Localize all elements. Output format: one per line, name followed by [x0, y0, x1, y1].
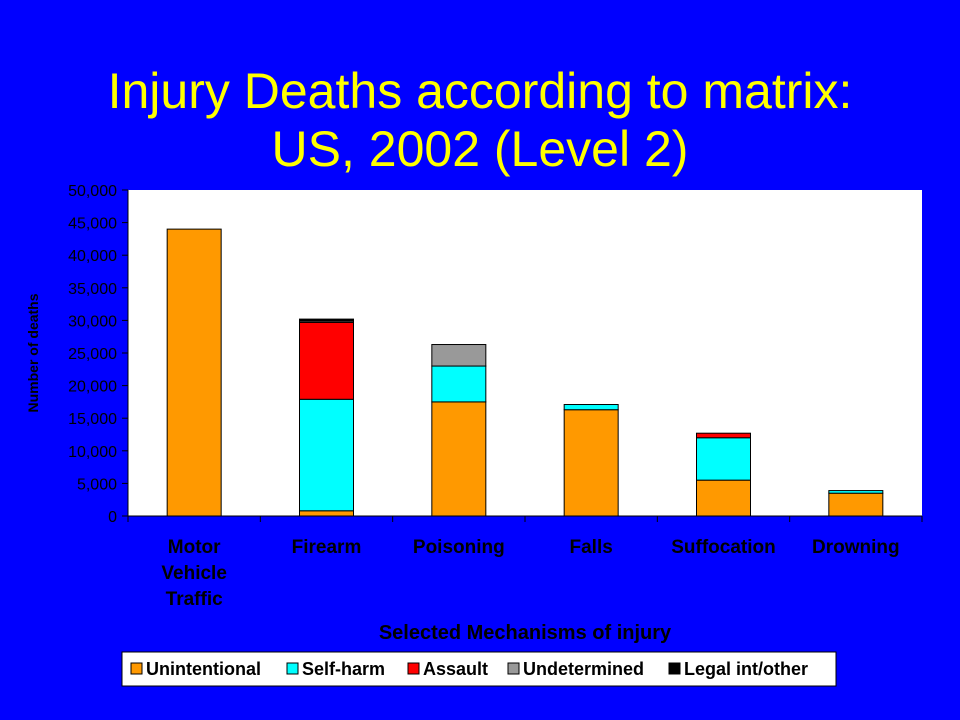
bar-segment: [563, 409, 619, 517]
x-category-label: Poisoning: [413, 537, 505, 558]
legend-swatch: [286, 662, 299, 675]
legend-label: Undetermined: [523, 659, 644, 679]
bar-segment: [166, 228, 222, 517]
x-category-label: Motor: [168, 537, 221, 558]
legend-swatch: [130, 662, 143, 675]
bar-segment: [696, 479, 751, 517]
bar-segment: [299, 321, 354, 400]
legend-label: Unintentional: [146, 659, 261, 679]
y-ticks-group: 0 5,000 10,000 15,000 20,000 25,000 30,000 35,0…: [68, 183, 128, 526]
legend-label: Assault: [423, 659, 488, 679]
y-tick-label: 15,000: [68, 411, 117, 428]
bar-segment: [299, 510, 354, 517]
y-tick-label: 45,000: [68, 216, 117, 233]
y-tick-label: 25,000: [68, 346, 117, 363]
title-line-2: US, 2002 (Level 2): [271, 120, 689, 177]
title-line-1: Injury Deaths according to matrix:: [107, 62, 853, 119]
legend-swatch: [668, 662, 681, 675]
bar-segment: [563, 404, 619, 411]
y-tick-label: 5,000: [77, 476, 117, 493]
y-tick-label: 10,000: [68, 444, 117, 461]
bar-segment: [431, 365, 487, 403]
y-tick-label: 50,000: [68, 183, 117, 200]
bar-segment: [299, 398, 354, 512]
y-tick-label: 20,000: [68, 379, 117, 396]
legend-swatch: [507, 662, 520, 675]
legend: Unintentional Self-harm Assault Undetermine…: [121, 651, 837, 687]
legend-label: Self-harm: [302, 659, 385, 679]
bar-segment: [431, 344, 487, 367]
y-axis-title: Number of deaths: [25, 293, 41, 412]
x-category-label: Traffic: [166, 589, 223, 610]
y-tick-label: 0: [108, 509, 117, 526]
page-title: Injury Deaths according to matrix: US, 2…: [0, 62, 960, 178]
legend-box: [121, 651, 837, 687]
x-category-label: Firearm: [292, 537, 362, 558]
bar-segment: [828, 492, 884, 517]
bar-segment: [299, 318, 354, 322]
y-tick-label: 30,000: [68, 313, 117, 330]
plot-area: [128, 190, 922, 516]
x-axis-title: Selected Mechanisms of injury: [379, 622, 672, 644]
legend-label: Legal int/other: [684, 659, 808, 679]
y-tick-label: 40,000: [68, 248, 117, 265]
bar-segment: [696, 437, 751, 481]
y-tick-label: 35,000: [68, 281, 117, 298]
bars-group: [166, 228, 884, 517]
bar-segment: [431, 401, 487, 517]
x-category-label: Falls: [570, 537, 613, 558]
bar-segment: [696, 432, 751, 439]
legend-swatch: [407, 662, 420, 675]
x-category-label: Suffocation: [671, 537, 776, 558]
bar-segment: [828, 490, 884, 494]
x-category-label: Vehicle: [161, 563, 227, 584]
x-category-label: Drowning: [812, 537, 900, 558]
x-categories-group: Motor Vehicle Traffic Firearm Poisoning Falls…: [161, 537, 899, 610]
